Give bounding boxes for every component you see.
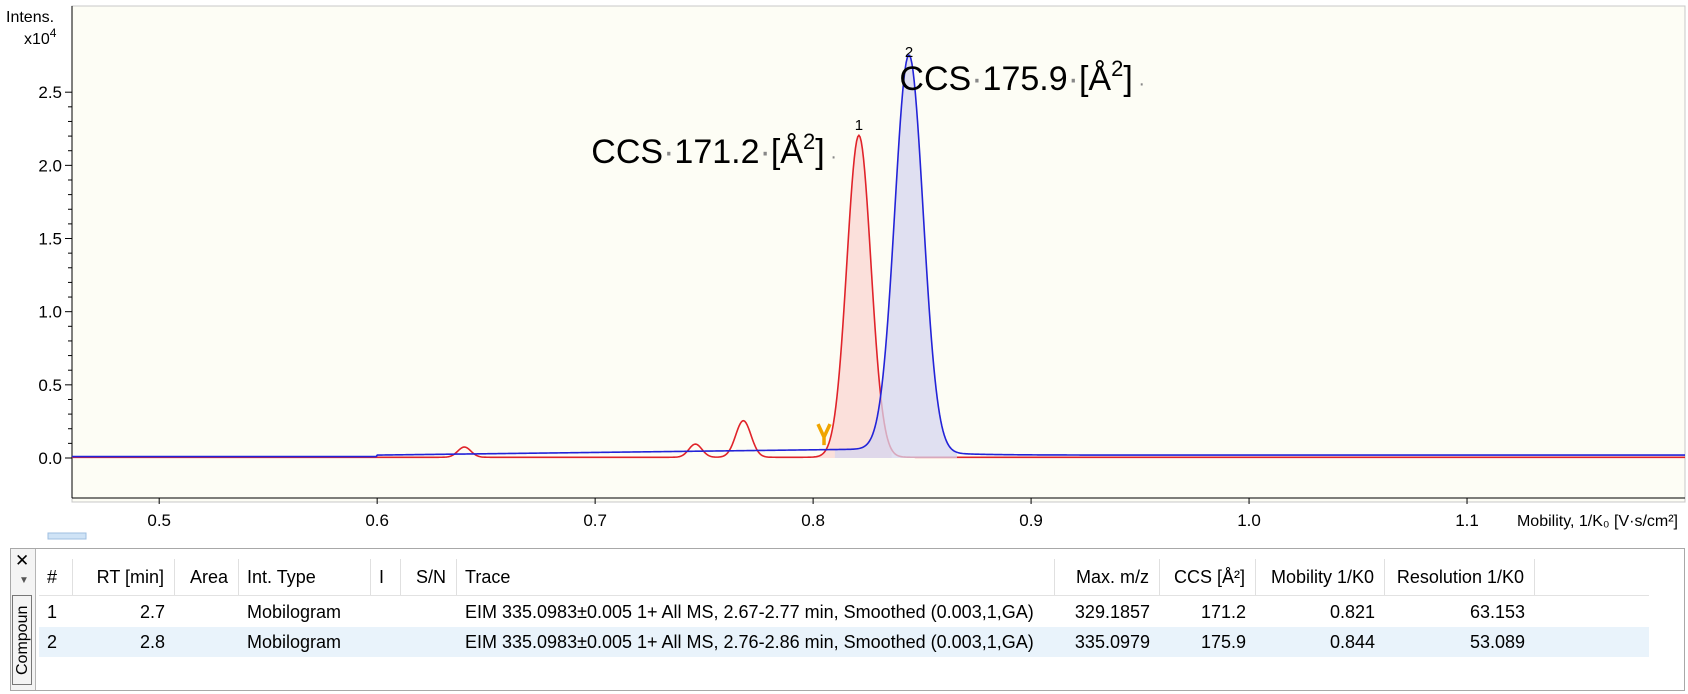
cell-8: 175.9 [1200,631,1246,652]
y-axis-label: Intens. [6,9,54,26]
x-tick-label: 0.9 [1019,511,1043,530]
table-row[interactable]: 2 2.8 Mobilogram EIM 335.0983±0.005 1+ All … [39,627,1649,657]
x-tick-label: 0.6 [365,511,389,530]
table-header[interactable]: # RT [min] Area Int. Type I S/N Trace Max. m/z C… [39,559,1649,596]
column-header-10[interactable]: Resolution 1/K0 [1385,559,1535,595]
peak-number-label: 1 [855,117,863,134]
cell-7: 335.0979 [1074,631,1150,652]
column-header-5[interactable]: S/N [401,559,457,595]
y-tick-label: 2.0 [38,156,62,175]
cell-7: 329.1857 [1074,601,1150,622]
x-tick-label: 0.5 [147,511,171,530]
x-ticks: 0.5 0.6 0.7 0.8 0.9 1.0 1.1 [72,497,1685,530]
cell-2 [175,597,239,627]
cell-4 [371,627,401,657]
cell-8: 171.2 [1200,601,1246,622]
cell-10: 53.089 [1469,631,1525,652]
column-header-6[interactable]: Trace [457,559,1055,595]
y-tick-label: 0.0 [38,449,62,468]
cell-6: EIM 335.0983±0.005 1+ All MS, 2.76-2.86 … [465,631,1034,652]
peak-number-label: 2 [905,44,913,61]
column-header-1[interactable]: RT [min] [73,559,175,595]
cell-0: 2 [47,631,58,652]
scroll-handle[interactable] [47,532,87,540]
cell-1: 2.8 [139,631,165,652]
panel-title[interactable]: Compoun [14,605,31,675]
column-header-2[interactable]: Area [175,559,239,595]
panel-side-tab: ✕ ▼ Compoun [11,549,36,690]
x-tick-label: 0.7 [583,511,607,530]
mobilogram-chart[interactable]: Intens. x104 0.00.51.01.52.02.5 0.5 0.6 0.… [0,0,1688,548]
cell-6: EIM 335.0983±0.005 1+ All MS, 2.67-2.77 … [465,601,1034,622]
x-tick-label: 1.1 [1455,511,1479,530]
close-icon[interactable]: ✕ [15,551,30,570]
cell-1: 2.7 [139,601,165,622]
cell-9: 0.821 [1329,601,1375,622]
y-ticks: 0.0 0.5 1.0 1.5 2.0 2.5 [38,83,72,468]
ccs-annotation-2: CCS·175.9·[Å2] · [899,56,1145,98]
y-tick-label: 2.5 [38,83,62,102]
column-header-9[interactable]: Mobility 1/K0 [1256,559,1385,595]
cell-5 [401,597,457,627]
compounds-panel: ✕ ▼ Compoun # RT [min] Area Int. Type I S/N Tr… [10,548,1685,691]
cell-9: 0.844 [1329,631,1375,652]
series-line-2 [72,54,1685,458]
table-row[interactable]: 1 2.7 Mobilogram EIM 335.0983±0.005 1+ All … [39,597,1649,627]
pin-arrow-icon[interactable]: ▼ [19,575,29,586]
y-multiplier: x104 [24,26,57,48]
cell-3: Mobilogram [247,631,342,652]
column-header-7[interactable]: Max. m/z [1055,559,1160,595]
cell-2 [175,627,239,657]
ccs-annotation-1: CCS·171.2·[Å2] · [591,129,837,171]
x-tick-label: 0.8 [801,511,825,530]
cell-3: Mobilogram [247,601,342,622]
x-tick-label: 1.0 [1237,511,1261,530]
cell-0: 1 [47,601,58,622]
cell-10: 63.153 [1469,601,1525,622]
y-tick-label: 1.0 [38,303,62,322]
peak-fill-2 [834,54,957,458]
cell-4 [371,597,401,627]
column-header-0[interactable]: # [39,559,73,595]
column-header-4[interactable]: I [371,559,401,595]
cell-5 [401,627,457,657]
column-header-3[interactable]: Int. Type [239,559,371,595]
y-tick-label: 0.5 [38,376,62,395]
side-label-frame [12,595,32,685]
peak-marker-icon [816,423,832,446]
y-tick-label: 1.5 [38,230,62,249]
column-header-8[interactable]: CCS [Å²] [1160,559,1256,595]
x-axis-label: Mobility, 1/K₀ [V·s/cm²] [1517,513,1678,530]
peak-fill-1 [813,135,892,458]
